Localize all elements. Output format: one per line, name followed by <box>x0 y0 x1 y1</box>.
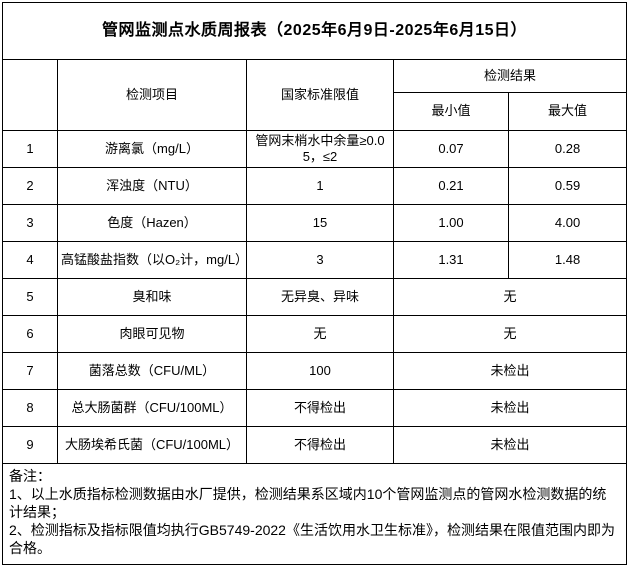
table-row: 3 色度（Hazen） 15 1.00 4.00 <box>2 204 628 242</box>
header-max: 最大值 <box>507 92 628 131</box>
max-cell: 0.28 <box>507 130 628 168</box>
limit-cell: 15 <box>246 204 394 242</box>
item-cell: 肉眼可见物 <box>57 315 247 353</box>
header-item: 检测项目 <box>57 59 247 131</box>
max-cell: 0.59 <box>507 167 628 205</box>
result-cell: 未检出 <box>392 352 628 390</box>
limit-cell: 3 <box>246 241 394 279</box>
notes-cell: 备注： 1、以上水质指标检测数据由水厂提供，检测结果系区域内10个管网监测点的管… <box>1 463 628 565</box>
limit-cell: 不得检出 <box>246 389 394 427</box>
header-min: 最小值 <box>393 92 509 131</box>
header-row-1: 检测项目 国家标准限值 检测结果 <box>2 59 628 131</box>
page-title: 管网监测点水质周报表（2025年6月9日-2025年6月15日） <box>1 2 628 60</box>
header-result: 检测结果 <box>392 59 628 93</box>
title-row: 管网监测点水质周报表（2025年6月9日-2025年6月15日） <box>1 2 628 60</box>
table-row: 7 菌落总数（CFU/ML） 100 未检出 <box>2 352 628 390</box>
table-row: 6 肉眼可见物 无 无 <box>2 315 628 353</box>
item-cell: 色度（Hazen） <box>57 204 247 242</box>
row-index: 2 <box>2 167 58 205</box>
table-row: 8 总大肠菌群（CFU/100ML） 不得检出 未检出 <box>2 389 628 427</box>
item-cell: 臭和味 <box>57 278 247 316</box>
limit-cell: 100 <box>246 352 394 390</box>
table-row: 5 臭和味 无异臭、异味 无 <box>2 278 628 316</box>
limit-cell: 管网末梢水中余量≥0.05，≤2 <box>246 130 394 168</box>
item-cell: 浑浊度（NTU） <box>57 167 247 205</box>
row-index: 1 <box>2 130 58 168</box>
header-index <box>2 59 58 131</box>
min-cell: 0.21 <box>393 167 509 205</box>
result-cell: 未检出 <box>392 389 628 427</box>
limit-cell: 无 <box>246 315 394 353</box>
min-cell: 1.31 <box>393 241 509 279</box>
table-row: 2 浑浊度（NTU） 1 0.21 0.59 <box>2 167 628 205</box>
limit-cell: 1 <box>246 167 394 205</box>
result-cell: 无 <box>392 315 628 353</box>
max-cell: 4.00 <box>507 204 628 242</box>
item-cell: 游离氯（mg/L） <box>57 130 247 168</box>
table-row: 1 游离氯（mg/L） 管网末梢水中余量≥0.05，≤2 0.07 0.28 <box>2 130 628 168</box>
limit-cell: 不得检出 <box>246 426 394 464</box>
row-index: 5 <box>2 278 58 316</box>
result-cell: 无 <box>392 278 628 316</box>
limit-cell: 无异臭、异味 <box>246 278 394 316</box>
item-cell: 高锰酸盐指数（以O₂计，mg/L） <box>57 241 247 279</box>
notes-row: 备注： 1、以上水质指标检测数据由水厂提供，检测结果系区域内10个管网监测点的管… <box>1 463 628 565</box>
notes-line-1: 1、以上水质指标检测数据由水厂提供，检测结果系区域内10个管网监测点的管网水检测… <box>9 486 607 520</box>
row-index: 8 <box>2 389 58 427</box>
item-cell: 总大肠菌群（CFU/100ML） <box>57 389 247 427</box>
row-index: 9 <box>2 426 58 464</box>
min-cell: 1.00 <box>393 204 509 242</box>
header-limit: 国家标准限值 <box>246 59 394 131</box>
item-cell: 大肠埃希氏菌（CFU/100ML） <box>57 426 247 464</box>
table-row: 4 高锰酸盐指数（以O₂计，mg/L） 3 1.31 1.48 <box>2 241 628 279</box>
notes-label: 备注： <box>9 468 51 484</box>
min-cell: 0.07 <box>393 130 509 168</box>
max-cell: 1.48 <box>507 241 628 279</box>
row-index: 6 <box>2 315 58 353</box>
table-row: 9 大肠埃希氏菌（CFU/100ML） 不得检出 未检出 <box>2 426 628 464</box>
notes-line-2: 2、检测指标及指标限值均执行GB5749-2022《生活饮用水卫生标准》，检测结… <box>9 522 615 556</box>
row-index: 4 <box>2 241 58 279</box>
result-cell: 未检出 <box>392 426 628 464</box>
row-index: 7 <box>2 352 58 390</box>
header-row-2: 最小值 最大值 <box>3 92 628 131</box>
row-index: 3 <box>2 204 58 242</box>
item-cell: 菌落总数（CFU/ML） <box>57 352 247 390</box>
